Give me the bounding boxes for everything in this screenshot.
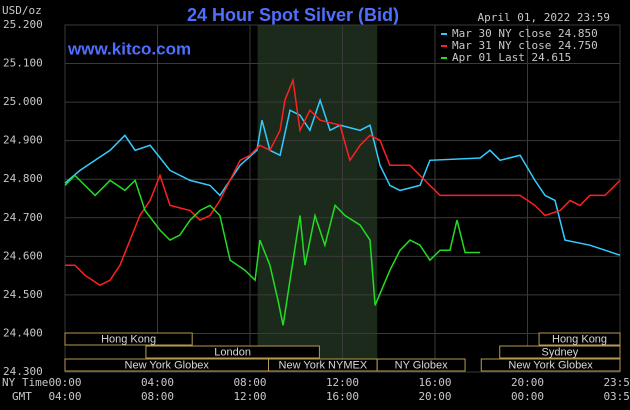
- gmt-tick-label: 12:00: [233, 390, 266, 403]
- y-tick-label: 25.000: [3, 95, 43, 108]
- series-line: [64, 174, 481, 326]
- gmt-tick-label: 16:00: [326, 390, 359, 403]
- unit-label: USD/oz: [2, 4, 42, 17]
- timestamp: April 01, 2022 23:59: [478, 11, 610, 24]
- session-box: [376, 358, 466, 372]
- y-tick-label: 24.600: [3, 249, 43, 262]
- session-label: London: [214, 346, 251, 358]
- session-box: [145, 345, 320, 359]
- x-tick-label: 20:00: [511, 376, 544, 389]
- x-tick-label: 16:00: [418, 376, 451, 389]
- x-tick-label: 23:59: [603, 376, 630, 389]
- legend-label: Mar 30 NY close 24.850: [452, 27, 598, 40]
- y-tick-label: 24.800: [3, 172, 43, 185]
- x-tick-label: 00:00: [48, 376, 81, 389]
- y-tick-label: 25.100: [3, 57, 43, 70]
- y-tick-label: 25.200: [3, 18, 43, 31]
- session-box: [499, 345, 621, 359]
- legend-label: Mar 31 NY close 24.750: [452, 39, 598, 52]
- session-label: Hong Kong: [101, 333, 156, 345]
- legend-label: Apr 01 Last 24.615: [452, 51, 571, 64]
- x-tick-label: 12:00: [326, 376, 359, 389]
- gmt-tick-label: 00:00: [511, 390, 544, 403]
- y-tick-label: 24.700: [3, 211, 43, 224]
- x-row-label: GMT: [12, 390, 32, 403]
- session-label: Hong Kong: [552, 333, 607, 345]
- session-box: [480, 358, 621, 372]
- session-label: Sydney: [542, 346, 579, 358]
- series-line: [65, 77, 621, 287]
- gmt-tick-label: 03:59: [603, 390, 630, 403]
- session-box: [538, 332, 621, 346]
- session-label: New York NYMEX: [279, 359, 368, 371]
- session-label: New York Globex: [508, 359, 593, 371]
- y-tick-label: 24.300: [3, 365, 43, 378]
- x-row-label: NY Time: [2, 376, 48, 389]
- highlight-band: [257, 25, 378, 372]
- chart-title: 24 Hour Spot Silver (Bid): [187, 5, 399, 25]
- gmt-tick-label: 08:00: [141, 390, 174, 403]
- y-tick-label: 24.900: [3, 134, 43, 147]
- gmt-tick-label: 20:00: [418, 390, 451, 403]
- x-tick-label: 04:00: [141, 376, 174, 389]
- watermark: www.kitco.com: [67, 39, 191, 58]
- session-label: NY Globex: [395, 359, 448, 371]
- session-box: [64, 332, 193, 346]
- y-tick-label: 24.400: [3, 326, 43, 339]
- gmt-tick-label: 04:00: [48, 390, 81, 403]
- session-label: New York Globex: [125, 359, 210, 371]
- x-tick-label: 08:00: [233, 376, 266, 389]
- y-tick-label: 24.500: [3, 288, 43, 301]
- series-line: [64, 97, 621, 256]
